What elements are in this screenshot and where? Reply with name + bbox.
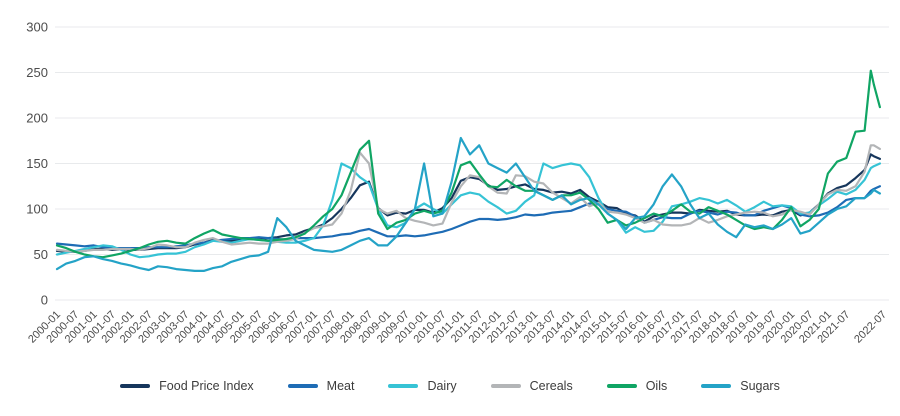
series-line-food-price-index [55,153,882,253]
legend-item-dairy: Dairy [388,379,457,393]
series-line-meat [55,185,882,250]
legend-item-meat: Meat [287,379,355,393]
chart-legend: Food Price Index Meat Dairy Cereals Oils Suga… [0,380,900,393]
y-tick-label: 150 [26,156,48,171]
legend-label: Food Price Index [159,379,254,393]
legend-label: Sugars [740,379,780,393]
x-axis-labels: 2000-012000-072001-012001-072002-012002-… [26,309,889,346]
legend-item-oils: Oils [606,379,668,393]
series-line-sugars [55,136,882,272]
legend-item-cereals: Cereals [490,379,573,393]
y-axis-grid: 0 50 100 150 200 250 300 [26,20,889,308]
legend-item-sugars: Sugars [701,380,780,393]
legend-swatch-icon [490,384,521,389]
series-line-cereals [55,144,882,253]
legend-swatch-icon [701,384,732,389]
legend-item-food-price-index: Food Price Index [120,380,254,393]
legend-label: Dairy [427,379,457,393]
x-tick-label: 2022-07 [852,309,889,346]
series-lines [55,69,882,272]
legend-label: Cereals [529,379,573,393]
y-tick-label: 250 [26,65,48,80]
y-tick-label: 50 [34,247,48,262]
price-index-line-chart: 0 50 100 150 200 250 300 2000-012000-072001-012… [26,20,889,346]
y-tick-label: 100 [26,202,48,217]
legend-swatch-icon [388,384,419,389]
legend-swatch-icon [606,384,637,389]
series-line-dairy [55,162,882,259]
series-line-oils [55,69,882,259]
legend-swatch-icon [120,384,151,389]
y-tick-label: 0 [41,293,48,308]
legend-swatch-icon [287,384,318,389]
legend-label: Oils [645,379,668,393]
legend-label: Meat [326,379,355,393]
y-tick-label: 300 [26,20,48,35]
y-tick-label: 200 [26,111,48,126]
